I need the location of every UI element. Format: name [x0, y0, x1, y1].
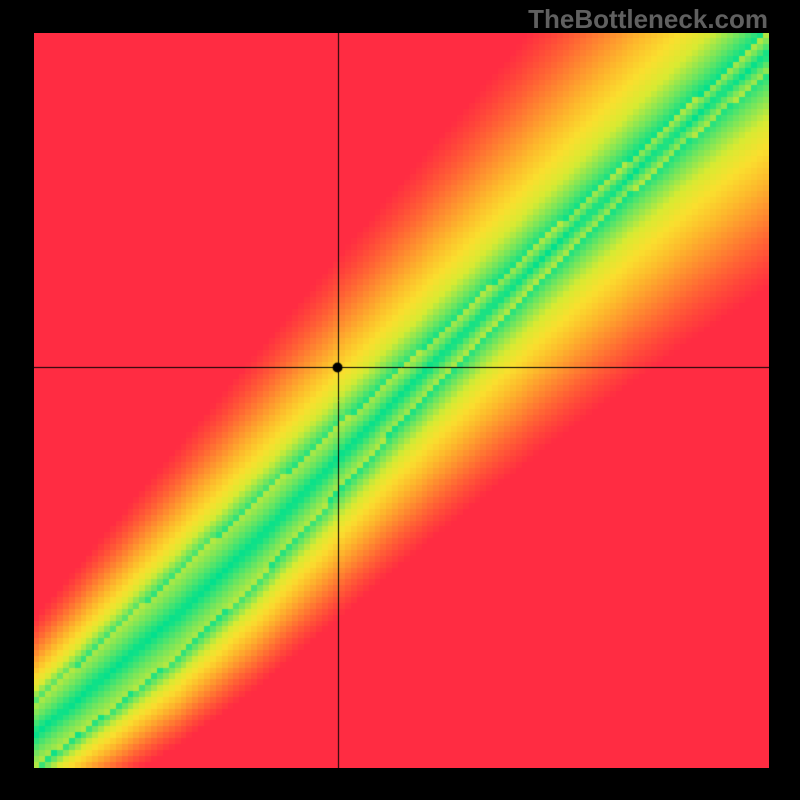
watermark-text: TheBottleneck.com [528, 4, 768, 35]
bottleneck-heatmap [34, 33, 769, 768]
chart-container: TheBottleneck.com [0, 0, 800, 800]
